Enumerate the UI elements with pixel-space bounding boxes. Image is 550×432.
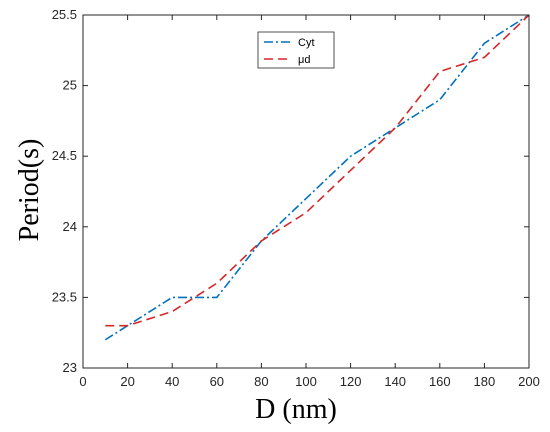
x-axis-title: D (nm): [255, 394, 337, 425]
y-tick-label: 25: [63, 78, 77, 93]
x-tick-label: 60: [210, 374, 224, 389]
x-tick-label: 200: [518, 374, 540, 389]
y-tick-label: 25.5: [52, 7, 77, 22]
legend: Cyt μd: [257, 31, 335, 69]
series-line-0: [104, 14, 530, 341]
ticks-layer: 0 20 40 60 80 100 120 140 160 180 200 23 23.5 24 24.5 2…: [52, 7, 540, 389]
y-tick-label: 23.5: [52, 289, 77, 304]
x-tick-label: 0: [79, 374, 86, 389]
x-tick-label: 100: [295, 374, 317, 389]
y-tick-label: 23: [63, 360, 77, 375]
y-tick-label: 24: [63, 219, 77, 234]
series-layer: [104, 14, 530, 341]
legend-label-cyt: Cyt: [298, 37, 315, 49]
x-tick-label: 140: [384, 374, 406, 389]
x-tick-label: 180: [474, 374, 496, 389]
legend-box: [257, 31, 335, 69]
x-tick-label: 160: [429, 374, 451, 389]
legend-label-mud: μd: [298, 54, 310, 66]
x-tick-label: 80: [254, 374, 268, 389]
y-axis-title: Period(s): [14, 139, 45, 242]
x-tick-label: 120: [340, 374, 362, 389]
y-tick-label: 24.5: [52, 148, 77, 163]
x-tick-label: 20: [120, 374, 134, 389]
x-tick-label: 40: [165, 374, 179, 389]
